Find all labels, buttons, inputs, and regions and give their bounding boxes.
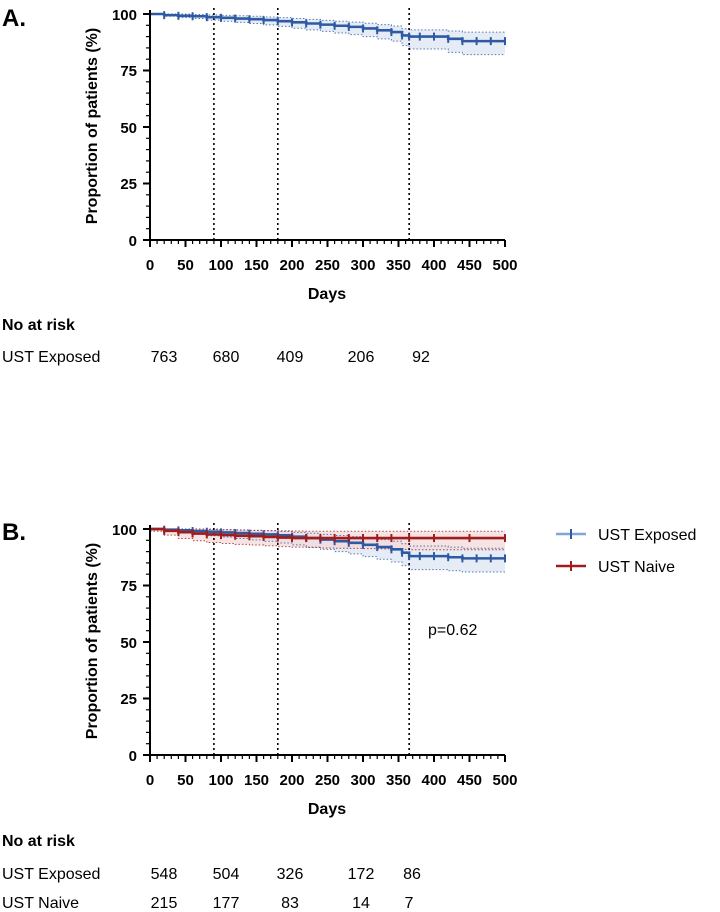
panel-a-y-tick-label: 25 — [120, 176, 137, 193]
panel-a-x-tick-label: 350 — [386, 257, 411, 274]
p-value-annotation: p=0.62 — [428, 622, 477, 639]
panel-b-risk-value: 215 — [151, 895, 178, 912]
panel-b-label: B. — [2, 519, 26, 546]
panel-a-plot-area — [143, 8, 506, 247]
panel-a-x-tick-label: 0 — [146, 257, 154, 274]
legend-label-ust-naive: UST Naive — [598, 559, 675, 576]
panel-a-label: A. — [2, 5, 26, 32]
panel-a-risk-value: 680 — [213, 349, 240, 366]
panel-b-y-tick-label: 100 — [112, 522, 137, 539]
panel-a-y-tick-label: 50 — [120, 120, 137, 137]
panel-b-x-tick-label: 450 — [457, 772, 482, 789]
panel-a-ci-lower-exposed — [150, 13, 505, 56]
panel-b-y-tick-label: 50 — [120, 635, 137, 652]
panel-a-x-tick-label: 500 — [492, 257, 517, 274]
panel-b-x-tick-label: 400 — [421, 772, 446, 789]
panel-a-risk-row-label: UST Exposed — [2, 349, 100, 366]
panel-b-ci-lower-exposed — [150, 529, 505, 573]
panel-a-risk-value: 409 — [277, 349, 304, 366]
panel-b-y-axis-title: Proportion of patients (%) — [84, 543, 101, 739]
panel-a-x-tick-label: 200 — [279, 257, 304, 274]
panel-b-y-tick-label: 0 — [129, 748, 137, 765]
panel-b-risk-value: 326 — [277, 866, 304, 883]
panel-b-x-tick-label: 500 — [492, 772, 517, 789]
panel-b-ci-lower-naive — [150, 530, 505, 551]
panel-b-y-tick-labels: 100 75 50 25 0 — [112, 522, 137, 765]
panel-a-risk-value: 92 — [412, 349, 430, 366]
panel-b-ci-upper-exposed — [150, 528, 505, 549]
panel-a-x-tick-label: 400 — [421, 257, 446, 274]
panel-a-x-tick-label: 250 — [315, 257, 340, 274]
legend-item-ust-naive: UST Naive — [556, 559, 675, 576]
panel-b-x-tick-label: 0 — [146, 772, 154, 789]
panel-a: A. Proportion of patients (%) Days 100 7… — [2, 5, 518, 366]
panel-a-x-tick-label: 150 — [244, 257, 269, 274]
panel-b-y-tick-label: 75 — [120, 578, 137, 595]
panel-b-risk-value: 14 — [352, 895, 370, 912]
panel-b: B. Proportion of patients (%) Days p=0.6… — [2, 519, 696, 912]
panel-a-y-tick-labels: 100 75 50 25 0 — [112, 7, 137, 250]
panel-b-ci-band-exposed — [150, 529, 505, 572]
panel-a-risk-value: 763 — [151, 349, 178, 366]
legend: UST Exposed UST Naive — [556, 527, 696, 576]
panel-a-x-axis-title: Days — [308, 286, 346, 303]
panel-b-risk-value: 83 — [281, 895, 299, 912]
panel-a-risk-table-title: No at risk — [2, 317, 75, 334]
panel-a-y-axis-title: Proportion of patients (%) — [84, 28, 101, 224]
panel-b-risk-value: 7 — [405, 895, 414, 912]
panel-b-risk-row-label: UST Naive — [2, 895, 79, 912]
panel-a-x-tick-label: 300 — [350, 257, 375, 274]
panel-b-x-tick-label: 50 — [177, 772, 194, 789]
panel-b-x-axis-title: Days — [308, 801, 346, 818]
panel-b-risk-value: 177 — [213, 895, 240, 912]
panel-a-x-tick-label: 50 — [177, 257, 194, 274]
panel-b-x-tick-label: 200 — [279, 772, 304, 789]
panel-a-x-tick-label: 450 — [457, 257, 482, 274]
panel-b-x-tick-label: 300 — [350, 772, 375, 789]
panel-b-y-tick-label: 25 — [120, 691, 137, 708]
panel-b-x-tick-label: 150 — [244, 772, 269, 789]
panel-b-risk-value: 86 — [403, 866, 421, 883]
panel-a-y-tick-label: 75 — [120, 63, 137, 80]
panel-a-risk-value: 206 — [348, 349, 375, 366]
panel-b-x-tick-label: 350 — [386, 772, 411, 789]
panel-b-x-tick-labels: 0 50 100 150 200 250 300 350 400 450 500 — [146, 772, 518, 789]
legend-item-ust-exposed: UST Exposed — [556, 527, 696, 544]
panel-b-x-tick-label: 100 — [208, 772, 233, 789]
panel-a-x-tick-label: 100 — [208, 257, 233, 274]
panel-a-x-tick-labels: 0 50 100 150 200 250 300 350 400 450 500 — [146, 257, 518, 274]
panel-b-risk-value: 548 — [151, 866, 178, 883]
panel-b-plot-area — [143, 523, 506, 762]
panel-b-risk-value: 504 — [213, 866, 240, 883]
legend-label-ust-exposed: UST Exposed — [598, 527, 696, 544]
panel-b-risk-table-title: No at risk — [2, 833, 75, 850]
panel-b-risk-table: No at risk UST Exposed 548 504 326 172 8… — [2, 833, 421, 912]
panel-b-risk-value: 172 — [348, 866, 375, 883]
panel-b-x-tick-label: 250 — [315, 772, 340, 789]
panel-a-ci-band-exposed — [150, 14, 505, 55]
panel-a-y-tick-label: 0 — [129, 233, 137, 250]
panel-a-y-tick-label: 100 — [112, 7, 137, 24]
panel-a-risk-table: No at risk UST Exposed 763 680 409 206 9… — [2, 317, 430, 366]
panel-b-risk-row-label: UST Exposed — [2, 866, 100, 883]
